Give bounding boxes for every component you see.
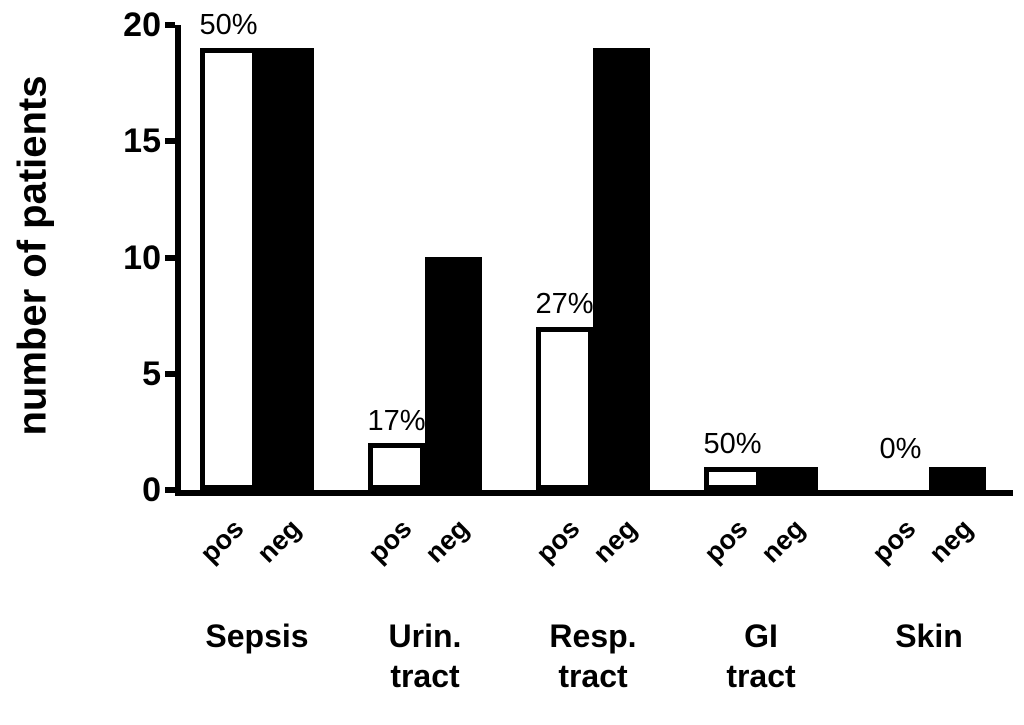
bar-resp-tract-pos [536,327,593,490]
bar-gi-tract-neg [761,467,818,490]
bar-skin-neg [929,467,986,490]
category-label-skin: Skin [839,616,1019,656]
percent-label-skin: 0% [879,433,922,465]
category-label-line: Resp. [549,618,637,654]
y-axis-title: number of patients [4,5,62,505]
y-tick-label-15: 15 [123,122,161,161]
percent-label-sepsis: 50% [199,9,258,42]
y-tick-mark-5 [165,370,175,377]
bar-urin-tract-neg [425,257,482,490]
y-tick-mark-0 [165,487,175,493]
category-label-line: Urin. [388,618,462,654]
category-label-line: tract [390,658,460,694]
y-tick-mark-20 [165,22,175,28]
category-label-line: Skin [895,618,963,654]
category-label-line: tract [558,658,628,694]
y-tick-label-0: 0 [142,471,161,509]
percent-label-resp-tract: 27% [535,288,594,321]
category-label-gi-tract: GI tract [671,616,851,696]
plot-area: 0 5 10 15 20 pos neg 50% pos neg 17% pos neg 27% pos ne… [123,6,1013,568]
bar-resp-tract-neg [593,48,650,490]
bar-sepsis-neg [257,48,314,490]
y-tick-mark-10 [165,254,175,261]
bar-sepsis-pos [200,48,257,490]
category-label-urin-tract: Urin. tract [335,616,515,696]
y-tick-label-5: 5 [142,354,161,393]
category-label-resp-tract: Resp. tract [503,616,683,696]
y-tick-label-10: 10 [123,238,161,277]
category-label-sepsis: Sepsis [167,616,347,656]
category-label-line: GI [744,618,778,654]
y-axis-title-text: number of patients [10,74,55,436]
category-label-line: tract [726,658,796,694]
y-tick-mark-15 [165,138,175,145]
y-tick-label-20: 20 [123,6,161,44]
percent-label-gi-tract: 50% [703,427,762,460]
bar-urin-tract-pos [368,443,425,490]
percent-label-urin-tract: 17% [367,404,426,437]
category-label-line: Sepsis [205,618,309,654]
bar-gi-tract-pos [704,467,761,490]
